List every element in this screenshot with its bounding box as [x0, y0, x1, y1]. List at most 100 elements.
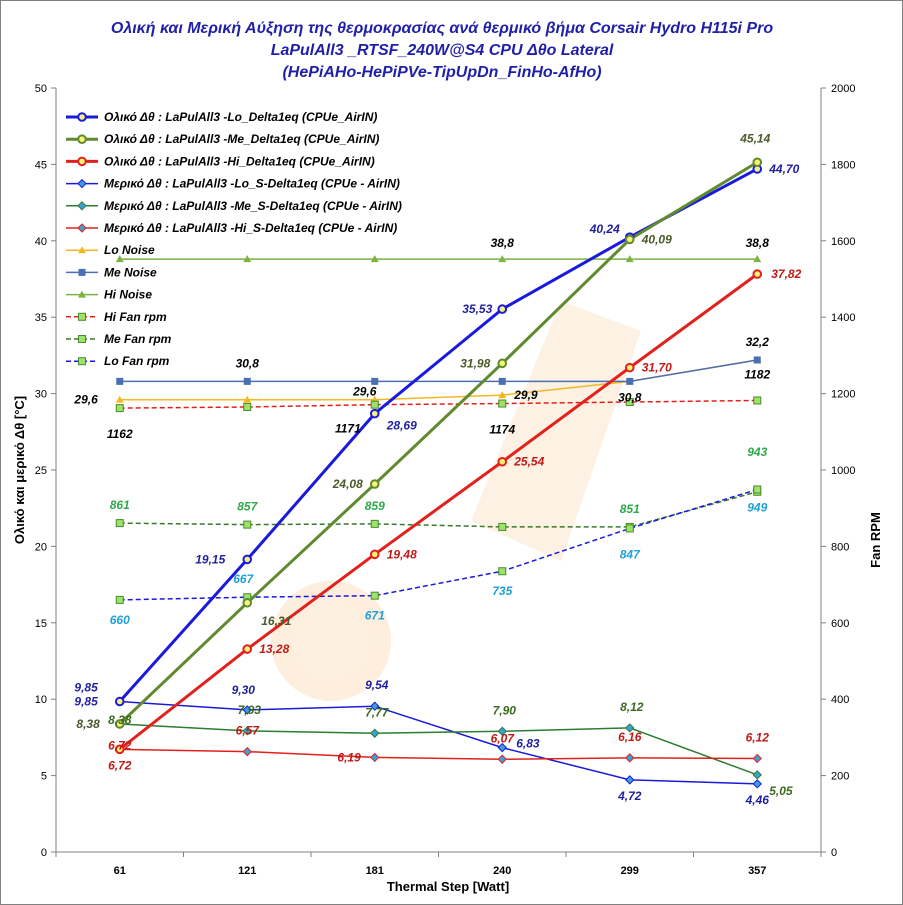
- data-label: 9,85: [74, 680, 98, 694]
- data-label: 31,70: [642, 361, 672, 375]
- x-tick-label: 357: [748, 865, 766, 877]
- data-point: [116, 377, 124, 385]
- chart-title-line-3: (HePiAHo-HePiPVe-TipUpDn_FinHo-AfHo): [282, 64, 601, 81]
- data-label: 38,8: [746, 236, 770, 250]
- y-tick-label: 10: [35, 694, 47, 706]
- legend-entry: Lo Fan rpm: [104, 354, 170, 368]
- series-line: [119, 723, 758, 776]
- y2-tick-label: 1400: [831, 312, 855, 324]
- y2-tick-label: 0: [831, 847, 837, 859]
- x-tick-label: 240: [493, 865, 511, 877]
- watermark-circle-inner: [293, 603, 369, 679]
- data-label: 6,16: [618, 730, 642, 744]
- data-point: [752, 269, 763, 279]
- series-line: [119, 491, 758, 528]
- data-point: [753, 255, 762, 263]
- data-label: 38,8: [491, 236, 515, 250]
- data-point: [625, 723, 635, 733]
- data-point: [498, 255, 507, 263]
- y-tick-label: 35: [35, 312, 47, 324]
- data-label: 6,19: [337, 750, 361, 764]
- data-label: 6,72: [108, 738, 132, 752]
- data-label: 859: [365, 499, 385, 513]
- data-point: [498, 522, 507, 531]
- data-point: [115, 395, 124, 403]
- data-label: 37,82: [771, 267, 801, 281]
- data-point: [369, 479, 380, 489]
- data-point: [115, 519, 124, 528]
- data-point: [625, 775, 635, 785]
- data-point: [243, 402, 252, 411]
- data-point: [78, 357, 86, 366]
- data-point: [625, 524, 634, 533]
- data-label: 25,54: [513, 455, 544, 469]
- y2-tick-label: 800: [831, 541, 849, 553]
- data-point: [242, 746, 252, 757]
- legend-entry: Hi Noise: [104, 288, 152, 302]
- data-label: 4,46: [745, 793, 770, 807]
- y2-tick-label: 1600: [831, 236, 855, 248]
- y-axis-title: Ολικό και μερικό Δθ [°C]: [12, 396, 27, 544]
- data-point: [625, 753, 635, 763]
- data-point: [242, 726, 252, 736]
- legend-entry: Μερικό Δθ : LaPulAll3 -Hi_S-Delta1eq (CP…: [104, 221, 397, 235]
- data-label: 857: [237, 500, 258, 514]
- legend-entry: Lo Noise: [104, 243, 155, 257]
- series-line: [118, 272, 759, 751]
- legend: Ολικό Δθ : LaPulAll3 -Lo_Delta1eq (CPUe_…: [66, 110, 402, 368]
- y2-tick-label: 1800: [831, 159, 855, 171]
- data-point: [243, 395, 252, 403]
- series-line: [119, 700, 758, 785]
- y2-axis-title: Fan RPM: [868, 512, 883, 568]
- data-point: [752, 770, 762, 780]
- data-point: [497, 456, 508, 467]
- data-point: [498, 399, 507, 408]
- data-label: 8,12: [620, 700, 644, 714]
- data-point: [624, 362, 635, 373]
- data-point: [78, 246, 86, 254]
- series-line: [118, 160, 759, 726]
- data-label: 28,69: [386, 419, 417, 433]
- data-label: 4,72: [617, 789, 642, 803]
- data-label: 35,53: [462, 302, 492, 316]
- series-lines: [118, 160, 759, 785]
- data-point: [370, 701, 380, 711]
- data-label: 31,98: [460, 356, 490, 370]
- x-tick-label: 121: [238, 865, 256, 877]
- data-point: [497, 304, 508, 314]
- y-tick-label: 20: [35, 541, 47, 553]
- data-point: [370, 591, 379, 600]
- data-label: 1162: [107, 427, 133, 441]
- data-point: [78, 312, 86, 321]
- data-label: 29,6: [73, 393, 98, 407]
- data-point: [114, 744, 125, 755]
- series-line: [119, 399, 758, 409]
- y2-tick-label: 2000: [831, 83, 855, 95]
- data-label: 40,09: [641, 232, 672, 246]
- data-label: 40,24: [589, 222, 620, 236]
- x-tick-label: 181: [366, 865, 384, 877]
- data-point: [498, 567, 507, 576]
- data-point: [242, 644, 253, 654]
- data-point: [371, 377, 379, 385]
- data-point: [624, 234, 635, 245]
- data-label: 1171: [335, 422, 361, 436]
- legend-entry: Me Noise: [104, 265, 157, 279]
- data-point: [497, 358, 508, 369]
- series-line: [119, 748, 758, 761]
- y-tick-label: 50: [35, 83, 47, 95]
- series-line: [119, 488, 758, 601]
- data-label: 13,28: [259, 642, 289, 656]
- series-line: [118, 167, 758, 703]
- data-point: [370, 400, 379, 409]
- series-markers: [114, 157, 763, 789]
- data-label: 45,14: [739, 131, 770, 145]
- data-point: [77, 201, 87, 211]
- data-label: 7,90: [493, 703, 517, 717]
- data-point: [77, 156, 87, 167]
- y-tick-label: 15: [35, 618, 47, 630]
- data-label: 735: [492, 584, 512, 598]
- y-tick-label: 25: [35, 465, 47, 477]
- data-label: 949: [747, 500, 767, 514]
